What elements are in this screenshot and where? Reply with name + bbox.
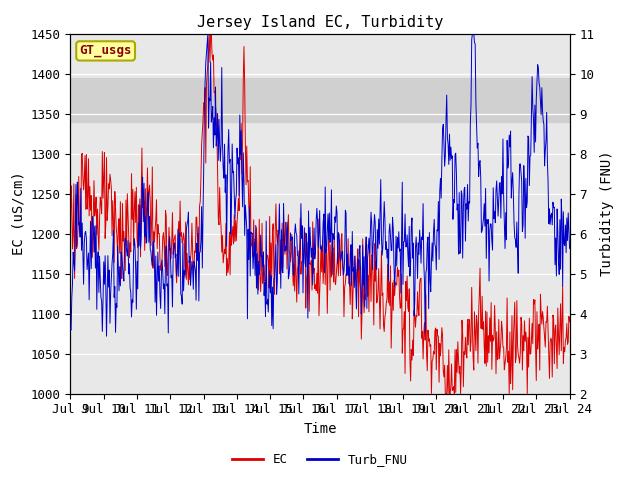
Y-axis label: EC (uS/cm): EC (uS/cm): [11, 172, 25, 255]
Text: GT_usgs: GT_usgs: [79, 44, 132, 58]
Bar: [70, 78, 570, 121]
Legend: EC, Turb_FNU: EC, Turb_FNU: [227, 448, 413, 471]
Title: Jersey Island EC, Turbidity: Jersey Island EC, Turbidity: [197, 15, 443, 30]
X-axis label: Time: Time: [303, 422, 337, 436]
Y-axis label: Turbidity (FNU): Turbidity (FNU): [600, 151, 614, 276]
